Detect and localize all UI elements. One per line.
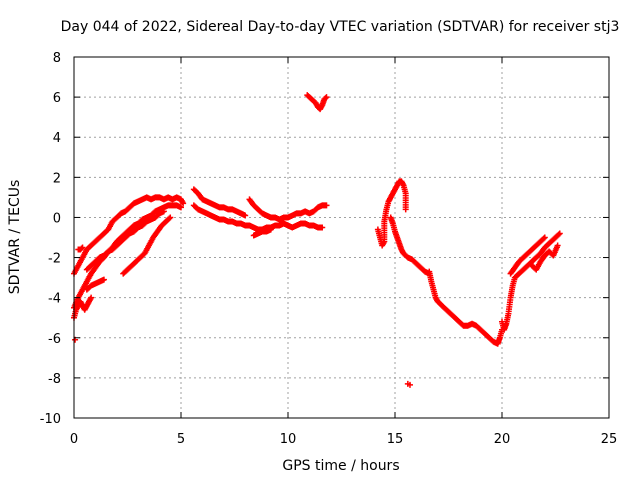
series-band-j	[246, 196, 330, 223]
x-tick-label: 10	[280, 432, 297, 447]
series-band-n	[374, 178, 409, 249]
data-point	[88, 294, 95, 301]
data-point	[78, 245, 85, 252]
y-axis-label: SDTVAR / TECUs	[7, 180, 23, 295]
y-tick-label: 0	[53, 211, 61, 226]
data-points	[71, 92, 563, 388]
data-point	[554, 242, 561, 249]
data-point	[402, 206, 409, 213]
y-tick-label: 6	[53, 91, 61, 106]
data-point	[323, 202, 330, 209]
series-band-s	[528, 242, 561, 273]
axis-ticks: 0 5 10 15 20 25 -10 -8 -6 -4 -2 0 2 4 6 8	[40, 51, 618, 447]
y-tick-label: -2	[48, 252, 61, 267]
plot-frame	[73, 56, 610, 419]
y-tick-label: -4	[48, 292, 61, 307]
data-point	[242, 212, 249, 219]
data-point	[556, 230, 563, 237]
grid-lines	[74, 57, 609, 418]
data-point	[100, 276, 107, 283]
data-point	[322, 95, 329, 102]
series-band-l	[250, 226, 274, 239]
series-band-e	[83, 208, 167, 273]
y-tick-label: -6	[48, 332, 61, 347]
series-band-i	[190, 202, 253, 229]
chart-title: Day 044 of 2022, Sidereal Day-to-day VTE…	[61, 19, 620, 35]
data-point	[180, 200, 187, 207]
data-point	[167, 214, 174, 221]
series-band-c	[71, 294, 95, 321]
x-tick-label: 20	[494, 432, 511, 447]
series-band-a	[71, 194, 187, 277]
x-tick-label: 25	[601, 432, 618, 447]
data-point	[541, 234, 548, 241]
series-band-m	[304, 92, 330, 113]
series-band-o	[387, 214, 433, 277]
data-point	[540, 235, 547, 242]
data-point	[79, 244, 86, 251]
x-axis-label: GPS time / hours	[282, 458, 399, 474]
data-point	[166, 215, 173, 222]
series-band-g	[75, 244, 86, 253]
series-band-q	[499, 230, 563, 333]
series-band-d	[83, 276, 107, 293]
y-tick-label: 4	[53, 131, 61, 146]
x-tick-label: 0	[70, 432, 78, 447]
y-tick-label: 2	[53, 171, 61, 186]
series-band-p	[426, 268, 505, 347]
y-tick-label: -8	[48, 372, 61, 387]
data-point	[267, 226, 274, 233]
data-point	[406, 381, 413, 388]
data-point	[319, 224, 326, 231]
series-isolated	[72, 336, 413, 388]
x-tick-label: 15	[387, 432, 404, 447]
data-point	[323, 94, 330, 101]
data-point	[555, 231, 562, 238]
data-point	[178, 204, 184, 211]
x-tick-label: 5	[177, 432, 185, 447]
y-tick-label: -10	[40, 412, 61, 427]
series-band-f	[120, 214, 174, 277]
series-band-r	[507, 234, 548, 277]
series-band-h	[190, 186, 249, 219]
y-tick-label: 8	[53, 51, 61, 66]
data-point	[160, 208, 167, 215]
